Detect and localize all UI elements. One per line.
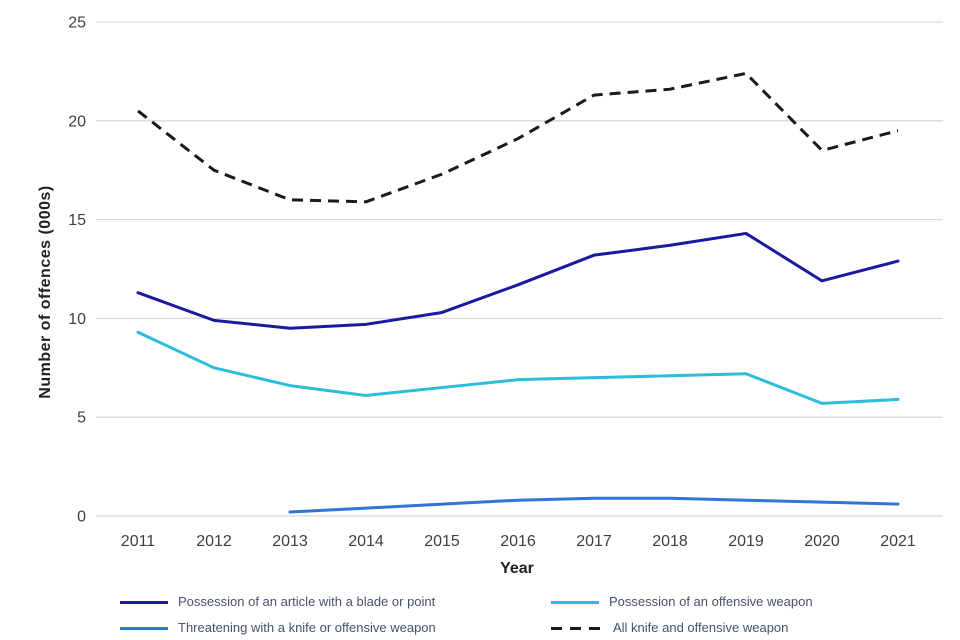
legend-item-blade-or-point: Possession of an article with a blade or… [120,595,435,609]
x-axis-title: Year [500,560,534,577]
legend-swatch-blade-or-point [120,600,168,604]
y-tick-label-10: 10 [68,311,86,328]
y-axis-tick-labels: 0 5 10 15 20 25 [68,15,86,526]
x-tick-label-2020: 2020 [804,533,840,550]
x-tick-label-2014: 2014 [348,533,384,550]
gridlines [96,21,943,517]
y-axis-title: Number of offences (000s) [37,185,54,398]
x-tick-label-2017: 2017 [576,533,612,550]
x-tick-label-2013: 2013 [272,533,308,550]
y-tick-label-5: 5 [77,410,86,427]
x-axis-tick-labels: 2011 2012 2013 2014 2015 2016 2017 2018 2019 2020… [121,533,916,550]
x-tick-label-2011: 2011 [121,533,156,550]
legend-swatch-threatening [120,626,168,630]
y-tick-label-25: 25 [68,15,86,32]
legend-label-all-knife: All knife and offensive weapon [613,620,789,635]
y-tick-label-15: 15 [68,212,86,229]
series-line-2 [288,496,900,514]
x-tick-label-2015: 2015 [424,533,460,550]
y-tick-label-0: 0 [77,509,86,526]
x-tick-label-2019: 2019 [728,533,764,550]
legend-label-blade-or-point: Possession of an article with a blade or… [178,594,436,609]
series-line-0 [136,231,900,330]
legend-swatch-offensive-weapon [551,600,599,604]
x-tick-label-2018: 2018 [652,533,688,550]
x-tick-label-2016: 2016 [500,533,536,550]
legend-item-offensive-weapon: Possession of an offensive weapon [551,595,813,609]
y-tick-label-20: 20 [68,113,86,130]
legend-label-threatening: Threatening with a knife or offensive we… [178,620,436,635]
series-line-1 [136,330,900,405]
legend-label-offensive-weapon: Possession of an offensive weapon [609,594,813,609]
series-line-3 [137,71,899,204]
legend-item-all-knife: All knife and offensive weapon [551,621,788,635]
x-tick-label-2021: 2021 [880,533,916,550]
legend-item-threatening: Threatening with a knife or offensive we… [120,621,436,635]
data-series-lines [136,71,900,514]
x-tick-label-2012: 2012 [196,533,232,550]
legend-swatch-all-knife [551,626,603,630]
